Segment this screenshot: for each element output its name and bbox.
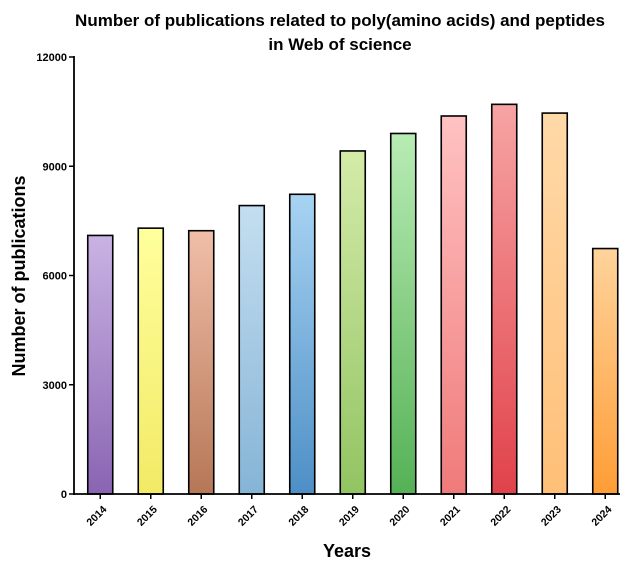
bar-2016	[187, 229, 215, 495]
bar-2019	[339, 150, 367, 495]
y-ticks-group: 0 3000 6000 9000 12000	[36, 52, 74, 501]
x-tick-label: 2015	[135, 504, 160, 529]
bars-group	[86, 103, 619, 495]
x-tick-label: 2017	[236, 504, 261, 529]
bar-2014	[86, 234, 114, 495]
y-axis-title: Number of publications	[9, 175, 29, 376]
bar-2017	[238, 204, 266, 495]
x-tick-label: 2016	[185, 504, 210, 529]
y-tick-label: 12000	[36, 52, 67, 64]
bar-2023	[541, 112, 569, 495]
bar-2015	[137, 227, 165, 495]
bar-2022	[490, 103, 518, 495]
y-tick-label: 0	[61, 489, 67, 501]
x-tick-label: 2020	[387, 504, 412, 529]
chart-title-line-1: Number of publications related to poly(a…	[75, 11, 605, 30]
bar-2021	[440, 115, 468, 495]
x-tick-label: 2024	[589, 504, 614, 529]
bar-2024	[591, 247, 619, 495]
y-tick-label: 6000	[43, 271, 67, 283]
x-tick-label: 2022	[488, 504, 513, 529]
x-tick-label: 2023	[539, 504, 564, 529]
x-tick-label: 2019	[337, 504, 362, 529]
x-tick-label: 2021	[438, 504, 463, 529]
x-axis-title: Years	[323, 541, 371, 558]
x-ticks-group: 2014 2015 2016 2017 2018 2019 2020 2021 2022 2023…	[84, 494, 614, 529]
y-tick-label: 9000	[43, 161, 67, 173]
y-tick-label: 3000	[43, 380, 67, 392]
x-tick-label: 2018	[286, 504, 311, 529]
bar-2020	[389, 132, 417, 495]
chart-title-line-2: in Web of science	[268, 35, 411, 54]
x-tick-label: 2014	[84, 504, 109, 529]
bar-2018	[288, 193, 316, 495]
